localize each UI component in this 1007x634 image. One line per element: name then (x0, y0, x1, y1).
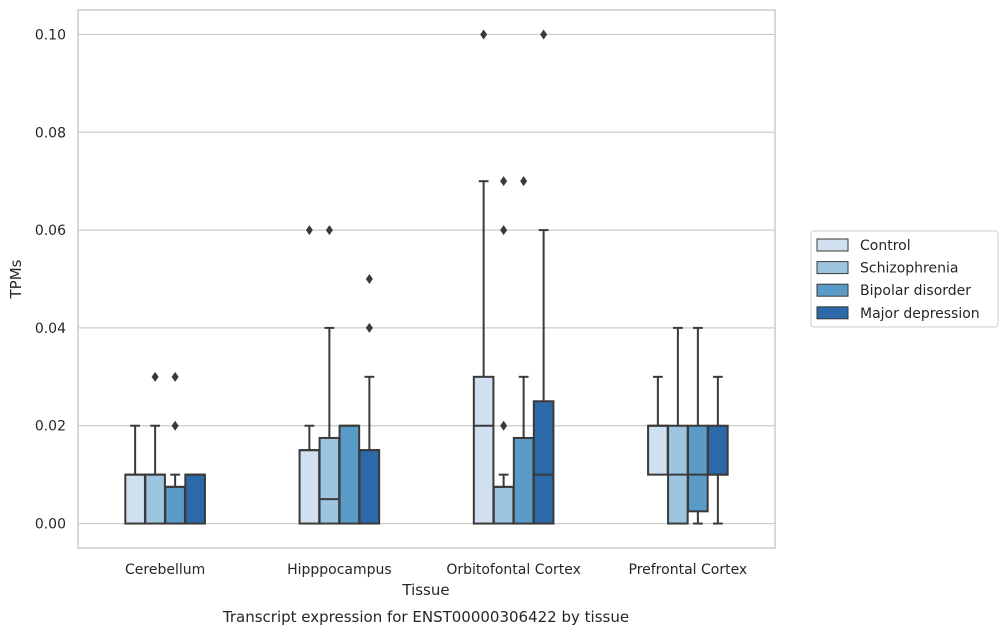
box-iqr (492, 485, 515, 525)
box-bipolar-disorder (512, 176, 535, 525)
legend-swatch (816, 261, 849, 275)
legend: Control Schizophrenia Bipolar disorder Majo… (810, 230, 999, 328)
legend-label: Control (860, 238, 911, 254)
gridlines (78, 33, 775, 525)
box-iqr (338, 424, 361, 525)
box-iqr (532, 400, 555, 525)
y-axis-ticks: 0.00 0.02 0.04 0.06 0.08 0.10 (35, 27, 66, 532)
outlier-point (365, 274, 373, 284)
outlier-point (480, 29, 488, 40)
box-schizophrenia (667, 326, 689, 525)
y-tick-label: 0.06 (35, 223, 66, 239)
box-iqr (472, 375, 495, 525)
legend-swatch (816, 306, 849, 320)
outlier-point (305, 225, 313, 236)
box-bipolar-disorder (164, 371, 186, 525)
box-schizophrenia (144, 371, 166, 525)
outlier-point (500, 176, 508, 187)
y-tick-label: 0.10 (35, 27, 66, 43)
box-iqr (687, 424, 709, 513)
outlier-point (325, 225, 333, 236)
outlier-point (540, 29, 548, 40)
y-axis-label: TPMs (7, 259, 25, 299)
box-iqr (318, 436, 341, 525)
y-tick-label: 0.02 (35, 419, 66, 435)
box-iqr (124, 473, 146, 525)
legend-frame (810, 230, 999, 328)
outlier-point (500, 420, 508, 431)
box-control (647, 375, 669, 476)
box-iqr (298, 449, 321, 525)
box-iqr (144, 473, 166, 525)
box-control (472, 29, 495, 525)
box-schizophrenia (318, 225, 341, 525)
outlier-point (171, 420, 179, 431)
box-iqr (512, 436, 535, 525)
box-major-depression (707, 375, 729, 525)
legend-label: Major depression (860, 306, 980, 322)
box-major-depression (358, 274, 381, 525)
x-tick-label: Cerebellum (125, 562, 205, 578)
box-series (124, 29, 729, 525)
box-control (298, 225, 321, 525)
box-major-depression (184, 473, 206, 525)
legend-swatch (816, 238, 849, 252)
box-iqr (358, 449, 381, 525)
outlier-point (520, 176, 528, 187)
plot-area-frame (77, 9, 776, 549)
y-tick-label: 0.08 (35, 125, 66, 141)
x-tick-label: Orbitofontal Cortex (446, 562, 581, 578)
box-iqr (707, 424, 729, 476)
y-tick-label: 0.04 (35, 321, 66, 337)
box-bipolar-disorder (338, 424, 361, 525)
legend-label: Bipolar disorder (860, 283, 971, 299)
box-control (124, 424, 146, 525)
outlier-point (365, 322, 373, 333)
box-bipolar-disorder (687, 326, 709, 525)
box-major-depression (532, 29, 555, 525)
x-tick-label: Prefrontal Cortex (629, 562, 748, 578)
box-iqr (164, 485, 186, 525)
outlier-point (500, 225, 508, 236)
legend-label: Schizophrenia (860, 261, 958, 277)
box-iqr (184, 473, 206, 525)
x-axis-ticks: Cerebellum Hipppocampus Orbitofontal Corte… (125, 562, 747, 578)
outlier-point (151, 371, 159, 382)
outlier-point (171, 371, 179, 382)
legend-swatch (816, 283, 849, 297)
chart-caption: Transcript expression for ENST0000030642… (222, 608, 629, 626)
x-axis-label: Tissue (401, 581, 449, 599)
box-iqr (647, 424, 669, 476)
y-tick-label: 0.00 (35, 517, 66, 533)
box-schizophrenia (492, 176, 515, 525)
x-tick-label: Hipppocampus (287, 562, 392, 578)
